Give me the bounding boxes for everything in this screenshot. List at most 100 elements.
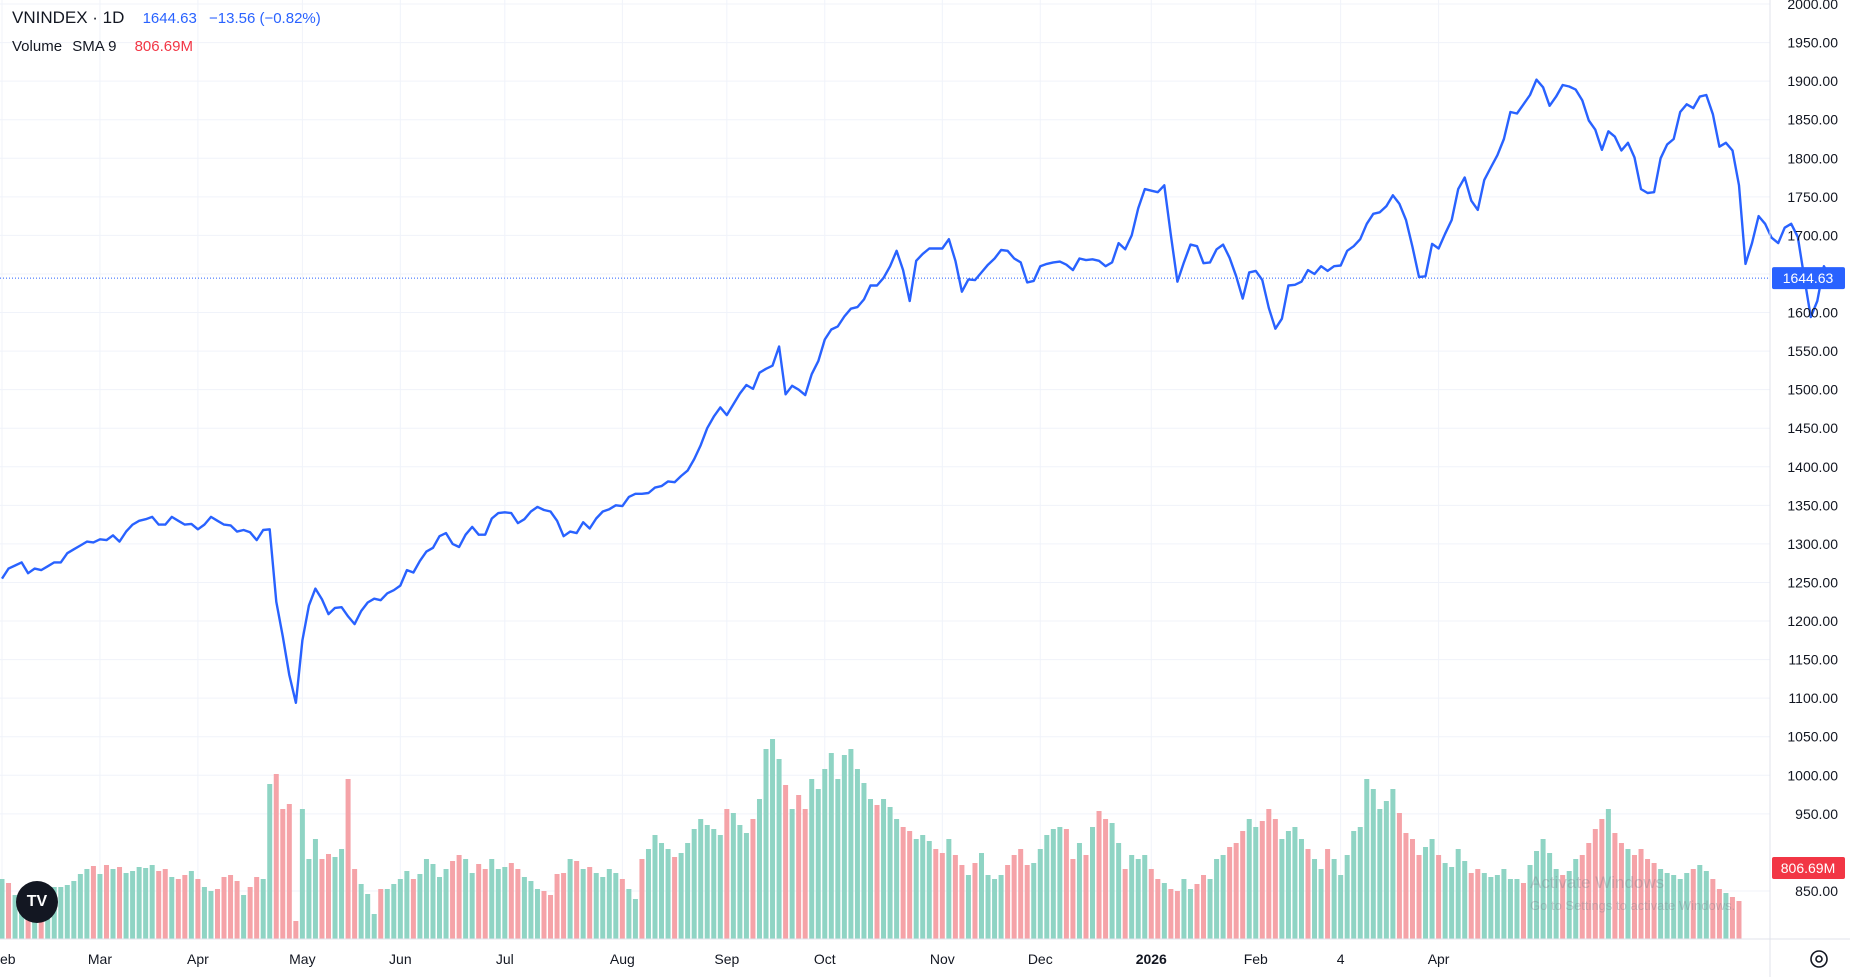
volume-bar [358, 884, 364, 939]
volume-bar [456, 855, 462, 939]
price-tick-label: 850.00 [1795, 883, 1838, 899]
volume-bar [1645, 859, 1651, 939]
price-tick-label: 1200.00 [1787, 613, 1838, 629]
volume-bar [815, 789, 821, 939]
volume-bar [1684, 873, 1690, 939]
volume-bar [554, 874, 560, 939]
volume-bar [1468, 873, 1474, 939]
volume-bar [1514, 879, 1520, 939]
price-line [0, 78, 1832, 704]
volume-bar [593, 873, 599, 939]
time-tick-label: Aug [610, 951, 635, 967]
volume-bar [1148, 869, 1154, 939]
sma-value: 806.69M [134, 38, 193, 55]
price-tick-label: 1150.00 [1788, 652, 1838, 668]
volume-bar [933, 849, 939, 939]
volume-bar [534, 889, 540, 939]
volume-bar [1220, 855, 1226, 939]
volume-bar [1174, 891, 1180, 939]
time-axis: eb Mar Apr May Jun Jul Aug Sep Oct Nov Dec 2026 Feb 4… [0, 951, 1450, 967]
legend-main[interactable]: VNINDEX · 1D 1644.63 −13.56 (−0.82%) [12, 8, 321, 28]
volume-bar [1272, 819, 1278, 939]
volume-bar [946, 839, 952, 939]
volume-bar [659, 843, 665, 939]
volume-bar [12, 895, 18, 939]
volume-bar [698, 819, 704, 939]
volume-bar [1507, 879, 1513, 939]
volume-bar [561, 873, 567, 939]
volume-bar [952, 855, 958, 939]
time-tick-label: Mar [88, 951, 112, 967]
tradingview-logo-icon[interactable]: TV [16, 881, 58, 923]
volume-bar [841, 755, 847, 939]
volume-bar [397, 879, 403, 939]
volume-bar [188, 871, 194, 939]
volume-bar [1076, 843, 1082, 939]
symbol-title[interactable]: VNINDEX · 1D [12, 8, 125, 27]
last-price-axis-label: 1644.63 [1783, 270, 1834, 286]
volume-bar [332, 857, 338, 939]
volume-bar [1690, 869, 1696, 939]
volume-bar [97, 874, 103, 939]
price-tick-label: 1700.00 [1787, 227, 1838, 243]
volume-bar [1201, 875, 1207, 939]
volume-bar [959, 865, 965, 939]
volume-bar [730, 813, 736, 939]
volume-bar [1592, 829, 1598, 939]
volume-bar [1246, 819, 1252, 939]
volume-bar [1651, 863, 1657, 939]
volume-bar [789, 809, 795, 939]
volume-bar [1096, 811, 1102, 939]
volume-bar [619, 879, 625, 939]
volume-bar [234, 881, 240, 939]
volume-bar [299, 809, 305, 939]
price-tick-label: 1550.00 [1787, 343, 1838, 359]
price-tick-label: 1000.00 [1787, 767, 1838, 783]
volume-bar [1658, 869, 1664, 939]
volume-bar [613, 873, 619, 939]
volume-bar [371, 914, 377, 939]
volume-bar [1520, 883, 1526, 939]
volume-bar [84, 869, 90, 939]
volume-bar [756, 799, 762, 939]
volume-bar [162, 869, 168, 939]
price-tick-label: 1500.00 [1787, 382, 1838, 398]
volume-bar [156, 871, 162, 939]
volume-bar [6, 883, 12, 939]
volume-bar [515, 869, 521, 939]
volume-bar [201, 887, 207, 939]
volume-bar [476, 864, 482, 939]
volume-bar [1063, 829, 1069, 939]
gear-icon[interactable] [1808, 948, 1830, 970]
volume-bar [1187, 889, 1193, 939]
volume-bar [1716, 889, 1722, 939]
volume-bar [1312, 859, 1318, 939]
volume-bar [1351, 831, 1357, 939]
volume-bar [1403, 833, 1409, 939]
legend-volume[interactable]: Volume SMA 9 806.69M [12, 38, 193, 55]
volume-bar [992, 879, 998, 939]
volume-bar [861, 783, 867, 939]
volume-bar [1723, 893, 1729, 939]
volume-bar [1638, 849, 1644, 939]
volume-bar [1540, 839, 1546, 939]
volume-bar [1697, 865, 1703, 939]
volume-bar [645, 849, 651, 939]
volume-bar [783, 785, 789, 939]
volume-bar [1383, 801, 1389, 939]
volume-label: Volume [12, 38, 63, 55]
volume-bar [195, 879, 201, 939]
volume-bar [365, 894, 371, 939]
volume-bar [541, 891, 547, 939]
time-tick-label: Jun [389, 951, 412, 967]
volume-bar [1292, 827, 1298, 939]
volume-bar [1207, 879, 1213, 939]
volume-bars [0, 739, 1742, 939]
volume-bar [1436, 855, 1442, 939]
volume-bar [926, 841, 932, 939]
volume-bar [384, 889, 390, 939]
volume-bar [71, 881, 77, 939]
volume-bar [214, 889, 220, 939]
volume-bar [1612, 833, 1618, 939]
